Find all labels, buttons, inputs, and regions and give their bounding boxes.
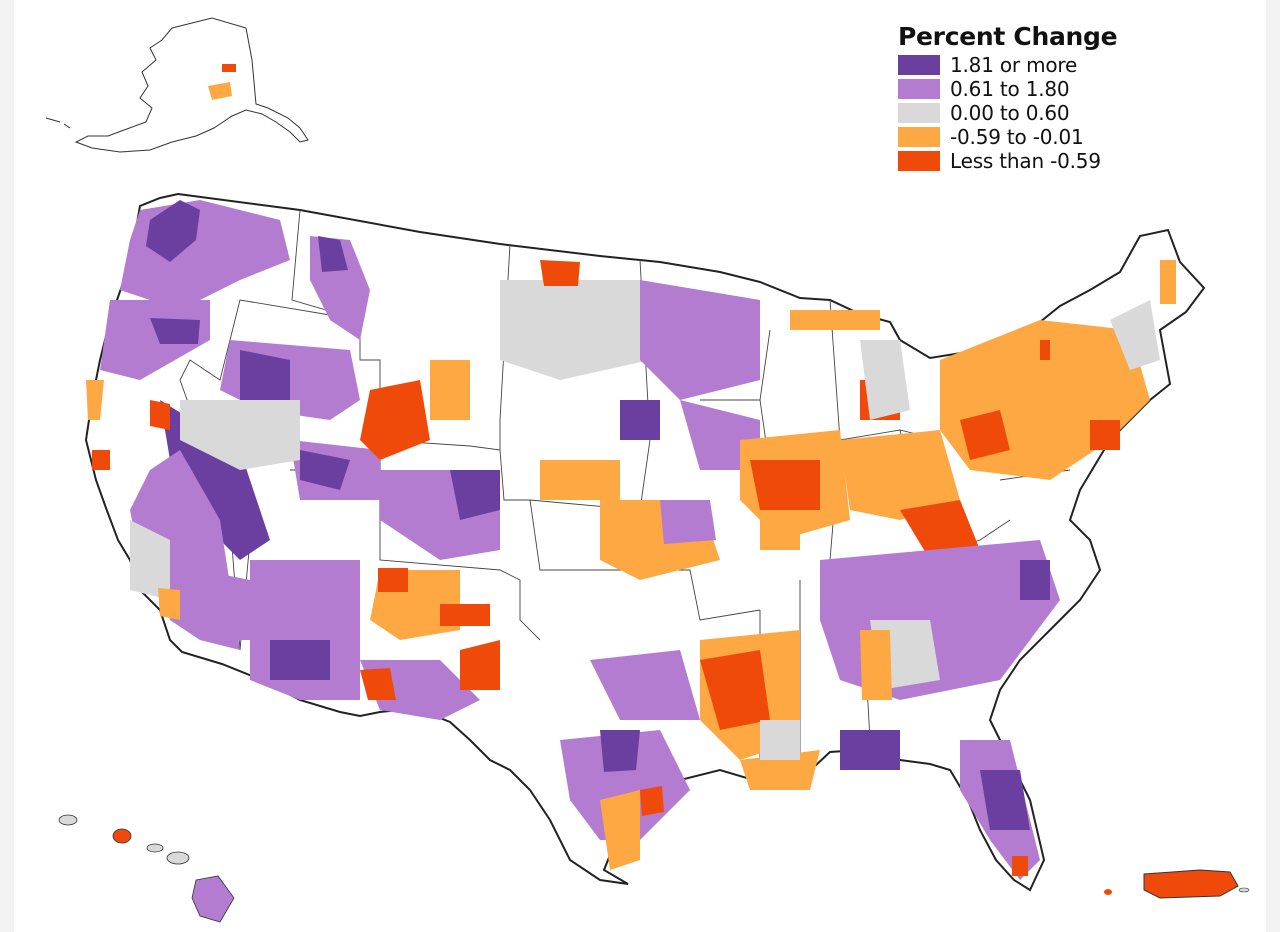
legend-label: 0.00 to 0.60 — [950, 101, 1070, 125]
county-cluster — [150, 560, 260, 640]
county-cluster — [460, 640, 500, 690]
legend-title: Percent Change — [898, 22, 1118, 51]
county-cluster — [860, 340, 910, 420]
county-cluster — [1040, 340, 1050, 360]
county-cluster — [450, 470, 500, 520]
county-cluster — [900, 500, 980, 560]
legend-swatch — [898, 151, 940, 171]
legend-swatch — [898, 127, 940, 147]
county-cluster — [1012, 856, 1028, 876]
county-cluster — [430, 360, 470, 420]
legend-label: Less than -0.59 — [950, 149, 1101, 173]
legend-swatch — [898, 79, 940, 99]
county-cluster — [750, 460, 820, 510]
county-cluster — [960, 410, 1010, 460]
county-cluster — [146, 200, 200, 262]
county-clusters — [86, 200, 1176, 880]
county-cluster — [760, 520, 800, 550]
county-cluster — [540, 460, 620, 500]
puerto-rico-island — [1143, 869, 1239, 899]
legend-label: 1.81 or more — [950, 53, 1078, 77]
legend-item-1: 1.81 or more — [898, 53, 1158, 77]
county-cluster — [620, 400, 660, 440]
county-cluster — [640, 786, 664, 816]
legend-item-2: 0.61 to 1.80 — [898, 77, 1158, 101]
puerto-rico-region — [1104, 869, 1250, 899]
choropleth-map — [45, 17, 1250, 923]
county-cluster — [840, 430, 960, 520]
county-cluster — [150, 400, 170, 430]
legend-swatch — [898, 103, 940, 123]
county-cluster — [540, 260, 580, 286]
county-cluster — [1020, 560, 1050, 600]
hawaii-big-island — [191, 875, 235, 923]
map-legend: Percent Change 1.81 or more 0.61 to 1.80… — [898, 22, 1158, 173]
hawaii-region — [58, 814, 235, 923]
county-cluster — [130, 520, 170, 600]
alaska-outline — [74, 17, 309, 153]
legend-item-4: -0.59 to -0.01 — [898, 125, 1158, 149]
alaska-county — [208, 82, 232, 100]
puerto-rico-islet — [1238, 887, 1250, 893]
county-cluster — [300, 450, 350, 490]
legend-label: 0.61 to 1.80 — [950, 77, 1070, 101]
puerto-rico-islet — [1104, 889, 1112, 895]
hawaii-island — [58, 814, 78, 826]
county-cluster — [1110, 300, 1160, 370]
county-cluster — [790, 310, 880, 330]
hawaii-island — [146, 843, 164, 853]
alaska-islands — [45, 117, 71, 129]
county-cluster — [92, 450, 110, 470]
county-cluster — [700, 650, 770, 730]
county-cluster — [840, 730, 900, 770]
hawaii-island — [166, 851, 190, 865]
county-cluster — [318, 236, 348, 272]
county-cluster — [378, 568, 408, 592]
county-cluster — [150, 318, 200, 344]
hawaii-island — [112, 828, 132, 844]
legend-swatch — [898, 55, 940, 75]
map-figure: Percent Change 1.81 or more 0.61 to 1.80… — [14, 0, 1266, 932]
county-cluster — [180, 400, 300, 470]
county-cluster — [980, 770, 1030, 830]
county-cluster — [270, 640, 330, 680]
county-cluster — [360, 380, 430, 460]
county-cluster — [660, 500, 716, 544]
county-cluster — [1160, 260, 1176, 304]
alaska-region — [45, 17, 309, 153]
county-cluster — [600, 790, 640, 870]
legend-item-3: 0.00 to 0.60 — [898, 101, 1158, 125]
county-cluster — [440, 604, 490, 626]
county-cluster — [360, 668, 396, 700]
county-cluster — [240, 350, 290, 410]
county-cluster — [860, 630, 892, 700]
conus-region — [84, 192, 1206, 892]
county-cluster — [500, 280, 650, 380]
county-cluster — [590, 650, 700, 720]
county-cluster — [1090, 420, 1120, 450]
county-cluster — [86, 380, 104, 420]
county-cluster — [158, 588, 180, 620]
alaska-county — [222, 64, 236, 72]
county-cluster — [760, 720, 800, 760]
county-cluster — [640, 280, 760, 400]
legend-label: -0.59 to -0.01 — [950, 125, 1084, 149]
county-cluster — [600, 730, 640, 772]
legend-item-5: Less than -0.59 — [898, 149, 1158, 173]
